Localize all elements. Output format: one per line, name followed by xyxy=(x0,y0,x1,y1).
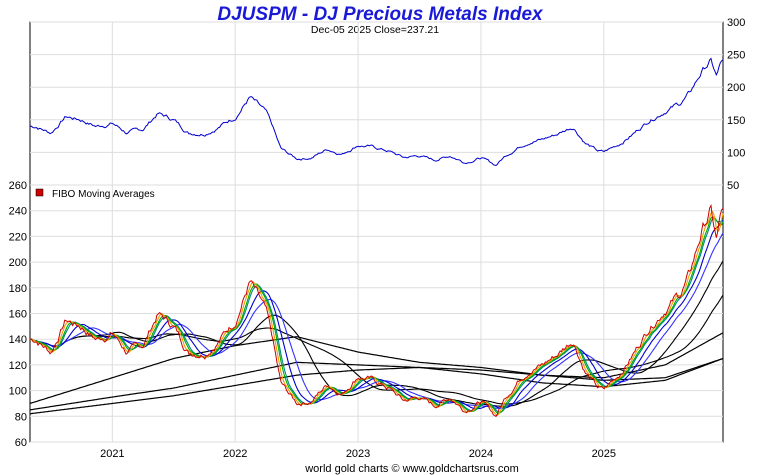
x-tick-label: 2025 xyxy=(592,448,616,460)
ma-line-ma-mid-2 xyxy=(29,232,724,409)
x-tick-label: 2023 xyxy=(346,448,370,460)
top-y-tick-label: 50 xyxy=(727,180,739,192)
bottom-series-group xyxy=(29,203,724,418)
bottom-y-tick-label: 200 xyxy=(9,257,27,269)
bottom-y-tick-label: 120 xyxy=(9,360,27,372)
chart-subtitle: Dec-05 2025 Close=237.21 xyxy=(311,24,439,36)
ma-line-ma-short-1 xyxy=(29,210,724,416)
bottom-price-line xyxy=(29,203,724,418)
top-y-tick-label: 100 xyxy=(727,147,745,159)
ma-line-ma-long-2 xyxy=(29,294,724,405)
long-ma-line-ma-vlong-1 xyxy=(29,332,724,404)
bottom-y-tick-label: 180 xyxy=(9,283,27,295)
bottom-y-tick-label: 160 xyxy=(9,309,27,321)
bottom-y-ticks: 60 80 100 120 140 160 180 200 220 240 260 xyxy=(9,180,27,449)
bottom-y-tick-label: 260 xyxy=(9,180,27,192)
bottom-gridlines xyxy=(30,184,723,443)
bottom-y-tick-label: 140 xyxy=(9,334,27,346)
footer-credit: world gold charts © www.goldchartsrus.co… xyxy=(304,463,519,475)
top-y-tick-label: 150 xyxy=(727,115,745,127)
x-tick-label: 2021 xyxy=(100,448,124,460)
legend-swatch xyxy=(35,188,44,197)
top-y-ticks: 50 100 150 200 250 300 xyxy=(727,17,745,192)
x-tick-label: 2022 xyxy=(223,448,247,460)
bottom-y-tick-label: 220 xyxy=(9,231,27,243)
top-series-group xyxy=(29,57,724,167)
x-tick-label: 2024 xyxy=(469,448,493,460)
bottom-y-tick-label: 240 xyxy=(9,206,27,218)
top-y-tick-label: 200 xyxy=(727,82,745,94)
bottom-y-tick-label: 80 xyxy=(15,411,27,423)
chart-title: DJUSPM - DJ Precious Metals Index xyxy=(217,4,544,25)
top-price-line xyxy=(29,57,724,167)
legend-label: FIBO Moving Averages xyxy=(52,189,155,200)
top-panel-frame xyxy=(29,21,724,186)
bottom-y-tick-label: 100 xyxy=(9,386,27,398)
long-ma-line-ma-vlong-3 xyxy=(29,357,724,415)
top-y-tick-label: 250 xyxy=(727,50,745,62)
x-ticks: 2021 2022 2023 2024 2025 xyxy=(100,448,616,460)
top-gridlines xyxy=(30,21,723,186)
bottom-y-tick-label: 60 xyxy=(15,437,27,449)
top-y-tick-label: 300 xyxy=(727,17,745,29)
